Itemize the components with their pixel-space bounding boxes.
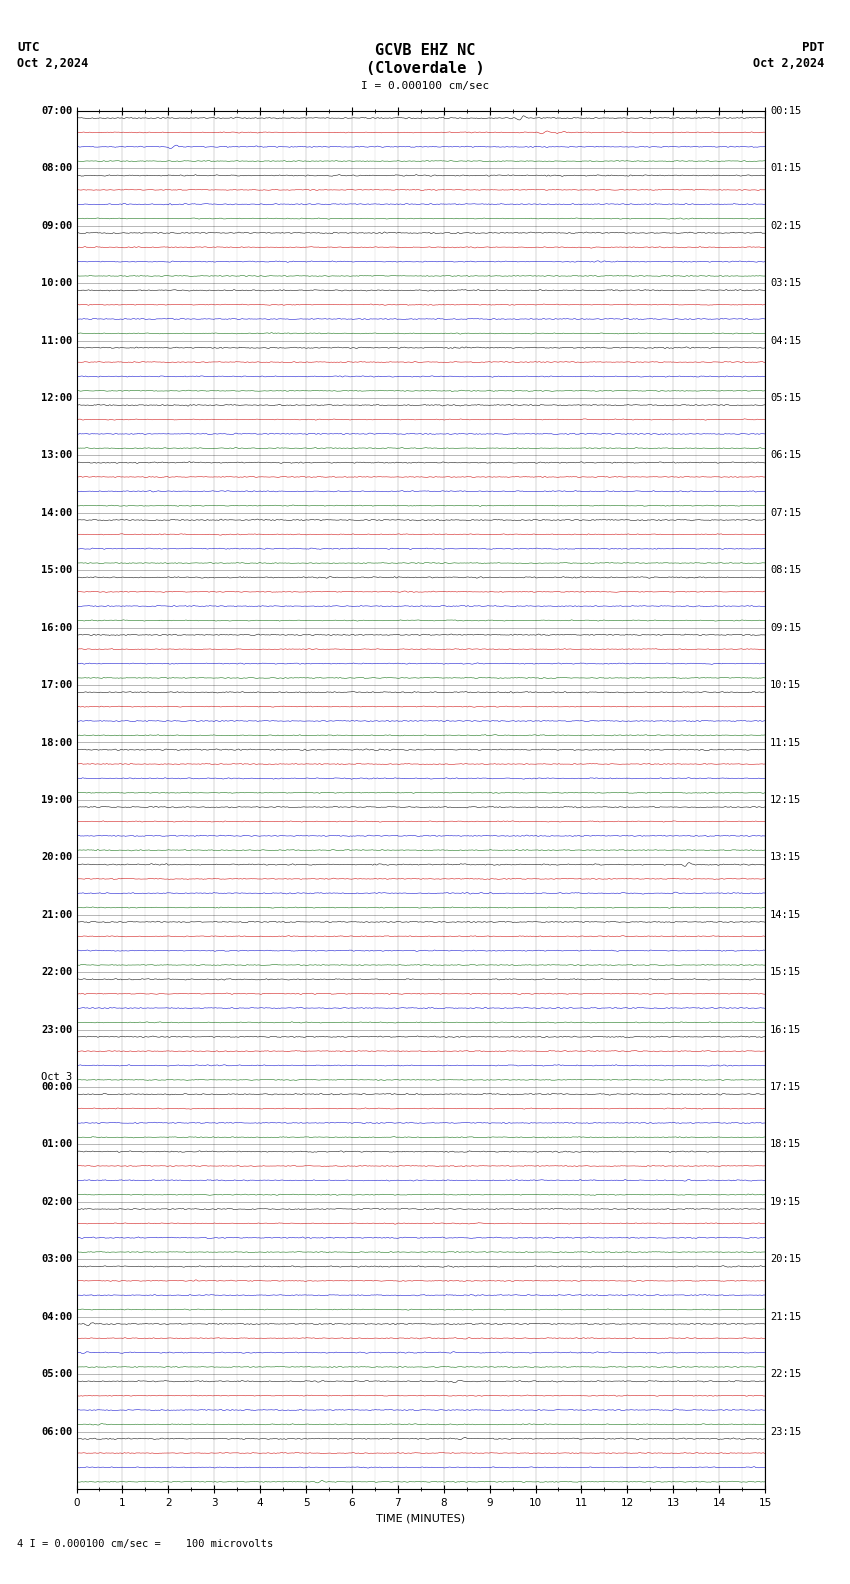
Text: 01:15: 01:15 [770,163,802,173]
Text: 05:00: 05:00 [41,1369,72,1380]
Text: 19:00: 19:00 [41,795,72,805]
Text: 01:00: 01:00 [41,1139,72,1150]
Text: 04:00: 04:00 [41,1312,72,1321]
Text: 21:15: 21:15 [770,1312,802,1321]
Text: 03:00: 03:00 [41,1255,72,1264]
Text: 05:15: 05:15 [770,393,802,402]
Text: Oct 3: Oct 3 [41,1072,72,1082]
Text: 14:00: 14:00 [41,508,72,518]
Text: 23:15: 23:15 [770,1427,802,1437]
Text: 03:15: 03:15 [770,279,802,288]
Text: 08:00: 08:00 [41,163,72,173]
Text: 4 I = 0.000100 cm/sec =    100 microvolts: 4 I = 0.000100 cm/sec = 100 microvolts [17,1540,273,1549]
Text: 16:15: 16:15 [770,1025,802,1034]
Text: 21:00: 21:00 [41,909,72,920]
Text: 00:15: 00:15 [770,106,802,116]
Text: 06:00: 06:00 [41,1427,72,1437]
Text: 11:00: 11:00 [41,336,72,345]
Text: 09:15: 09:15 [770,623,802,632]
Text: 13:15: 13:15 [770,852,802,862]
Text: 10:15: 10:15 [770,680,802,691]
Text: 12:00: 12:00 [41,393,72,402]
Text: Oct 2,2024: Oct 2,2024 [753,57,824,70]
Text: 02:15: 02:15 [770,220,802,231]
Text: 11:15: 11:15 [770,738,802,748]
Text: 17:00: 17:00 [41,680,72,691]
Text: 14:15: 14:15 [770,909,802,920]
Text: 15:00: 15:00 [41,565,72,575]
Text: 22:00: 22:00 [41,968,72,977]
Text: 00:00: 00:00 [41,1082,72,1091]
Text: 02:00: 02:00 [41,1198,72,1207]
Text: PDT: PDT [802,41,824,54]
Text: 07:00: 07:00 [41,106,72,116]
Text: 13:00: 13:00 [41,450,72,461]
Text: 04:15: 04:15 [770,336,802,345]
Text: 20:15: 20:15 [770,1255,802,1264]
Text: GCVB EHZ NC: GCVB EHZ NC [375,43,475,59]
Text: 09:00: 09:00 [41,220,72,231]
Text: 17:15: 17:15 [770,1082,802,1091]
Text: 23:00: 23:00 [41,1025,72,1034]
Text: 20:00: 20:00 [41,852,72,862]
Text: 16:00: 16:00 [41,623,72,632]
Text: 18:00: 18:00 [41,738,72,748]
Text: 10:00: 10:00 [41,279,72,288]
Text: 08:15: 08:15 [770,565,802,575]
Text: 07:15: 07:15 [770,508,802,518]
Text: 06:15: 06:15 [770,450,802,461]
Text: 15:15: 15:15 [770,968,802,977]
Text: 19:15: 19:15 [770,1198,802,1207]
Text: (Cloverdale ): (Cloverdale ) [366,60,484,76]
Text: I = 0.000100 cm/sec: I = 0.000100 cm/sec [361,81,489,90]
Text: UTC: UTC [17,41,39,54]
Text: 18:15: 18:15 [770,1139,802,1150]
Text: 12:15: 12:15 [770,795,802,805]
Text: 22:15: 22:15 [770,1369,802,1380]
X-axis label: TIME (MINUTES): TIME (MINUTES) [377,1514,465,1524]
Text: Oct 2,2024: Oct 2,2024 [17,57,88,70]
